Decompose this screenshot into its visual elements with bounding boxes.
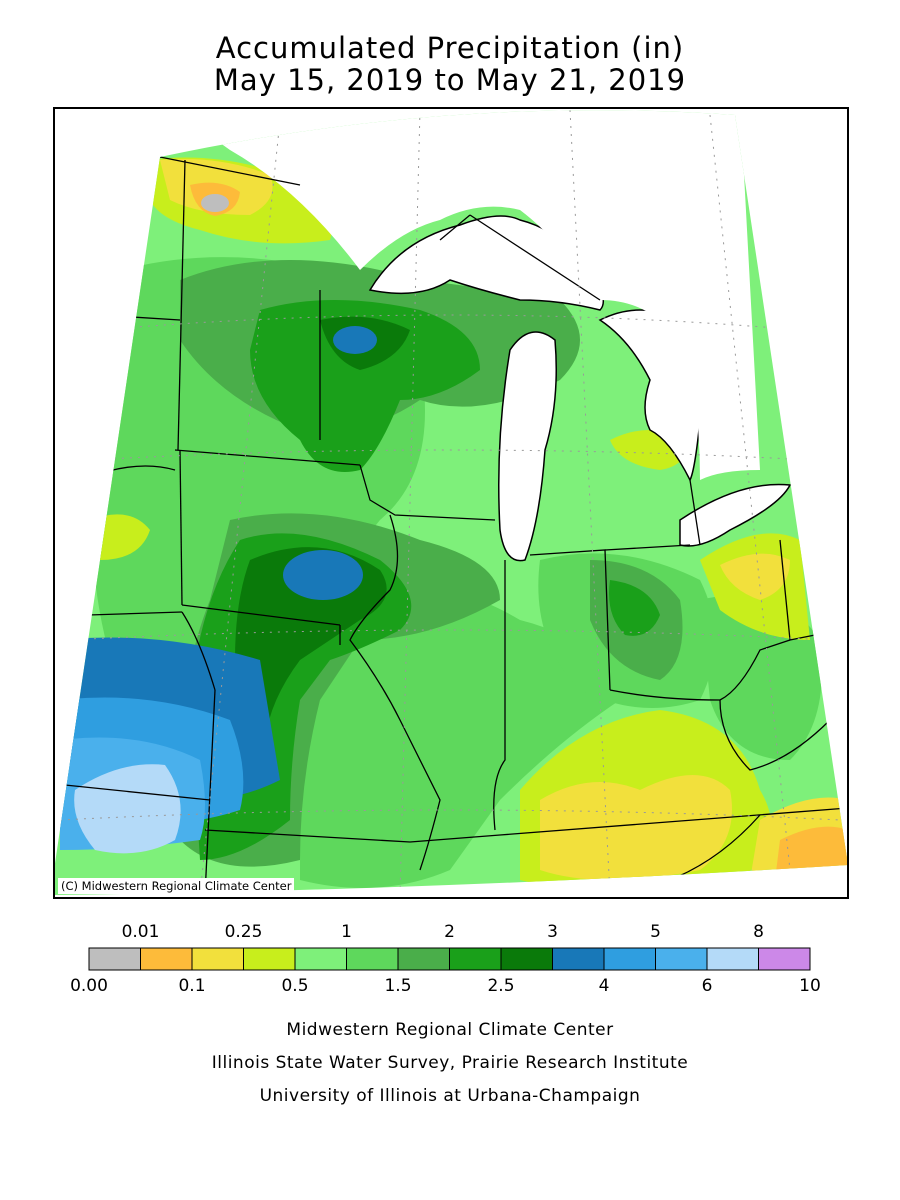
- legend-swatch: [243, 947, 296, 971]
- legend-swatch: [397, 947, 450, 971]
- field-0.1-0.25-ky: [540, 775, 732, 880]
- field-2.5-3-lower: [235, 547, 387, 740]
- lake-erie: [679, 483, 792, 547]
- field-3-4-mn: [333, 326, 377, 354]
- legend-label-top: 0.25: [224, 922, 263, 942]
- legend-label-bottom: 2.5: [487, 976, 515, 996]
- legend-label-bottom: 0.00: [70, 976, 108, 996]
- field-3-4-ia: [283, 550, 363, 600]
- legend-label-top: 8: [753, 922, 764, 942]
- map-copyright: (C) Midwestern Regional Climate Center: [58, 878, 295, 894]
- map-title: Accumulated Precipitation (in): [215, 31, 685, 65]
- legend-swatch: [88, 947, 141, 971]
- field-2-2.5-in: [609, 580, 660, 636]
- field-0.1-0.25-oh: [720, 553, 790, 600]
- legend-label-top: 0.01: [121, 922, 160, 942]
- legend-swatch: [294, 947, 347, 971]
- legend-label-bottom: 0.5: [281, 976, 309, 996]
- legend-label-bottom: 4: [598, 976, 610, 996]
- legend-swatch: [140, 947, 193, 971]
- credit-uiuc: University of Illinois at Urbana-Champai…: [259, 1086, 641, 1106]
- legend-swatch: [706, 947, 759, 971]
- legend-swatch: [552, 947, 605, 971]
- legend-swatch: [603, 947, 656, 971]
- precip-field: [54, 110, 848, 895]
- field-0-0.01-nd: [201, 194, 229, 212]
- legend-swatch: [758, 947, 811, 971]
- legend-label-top: 1: [341, 922, 352, 942]
- legend-swatch: [449, 947, 502, 971]
- credit-mrcc: Midwestern Regional Climate Center: [286, 1020, 614, 1040]
- legend-label-top: 5: [650, 922, 661, 942]
- field-2-2.5-upper: [250, 300, 480, 472]
- legend-label-bottom: 6: [701, 976, 713, 996]
- legend-label-bottom: 10: [799, 976, 821, 996]
- legend-swatch: [346, 947, 399, 971]
- credit-isws: Illinois State Water Survey, Prairie Res…: [211, 1053, 689, 1073]
- legend-swatch: [655, 947, 708, 971]
- legend-label-bottom: 1.5: [384, 976, 412, 996]
- legend-label-bottom: 0.1: [178, 976, 206, 996]
- lake-michigan: [498, 331, 557, 562]
- legend-colorbar: [88, 947, 811, 971]
- legend-label-top: 2: [444, 922, 455, 942]
- field-1-1.5-central: [300, 584, 620, 888]
- map-date-range: May 15, 2019 to May 21, 2019: [213, 63, 687, 97]
- map-frame: [53, 107, 849, 899]
- field-6-8-ne: [74, 764, 181, 854]
- canada-land: [160, 110, 760, 480]
- legend-label-top: 3: [547, 922, 558, 942]
- legend-swatch: [191, 947, 244, 971]
- legend-swatch: [500, 947, 553, 971]
- graticule: [59, 110, 841, 895]
